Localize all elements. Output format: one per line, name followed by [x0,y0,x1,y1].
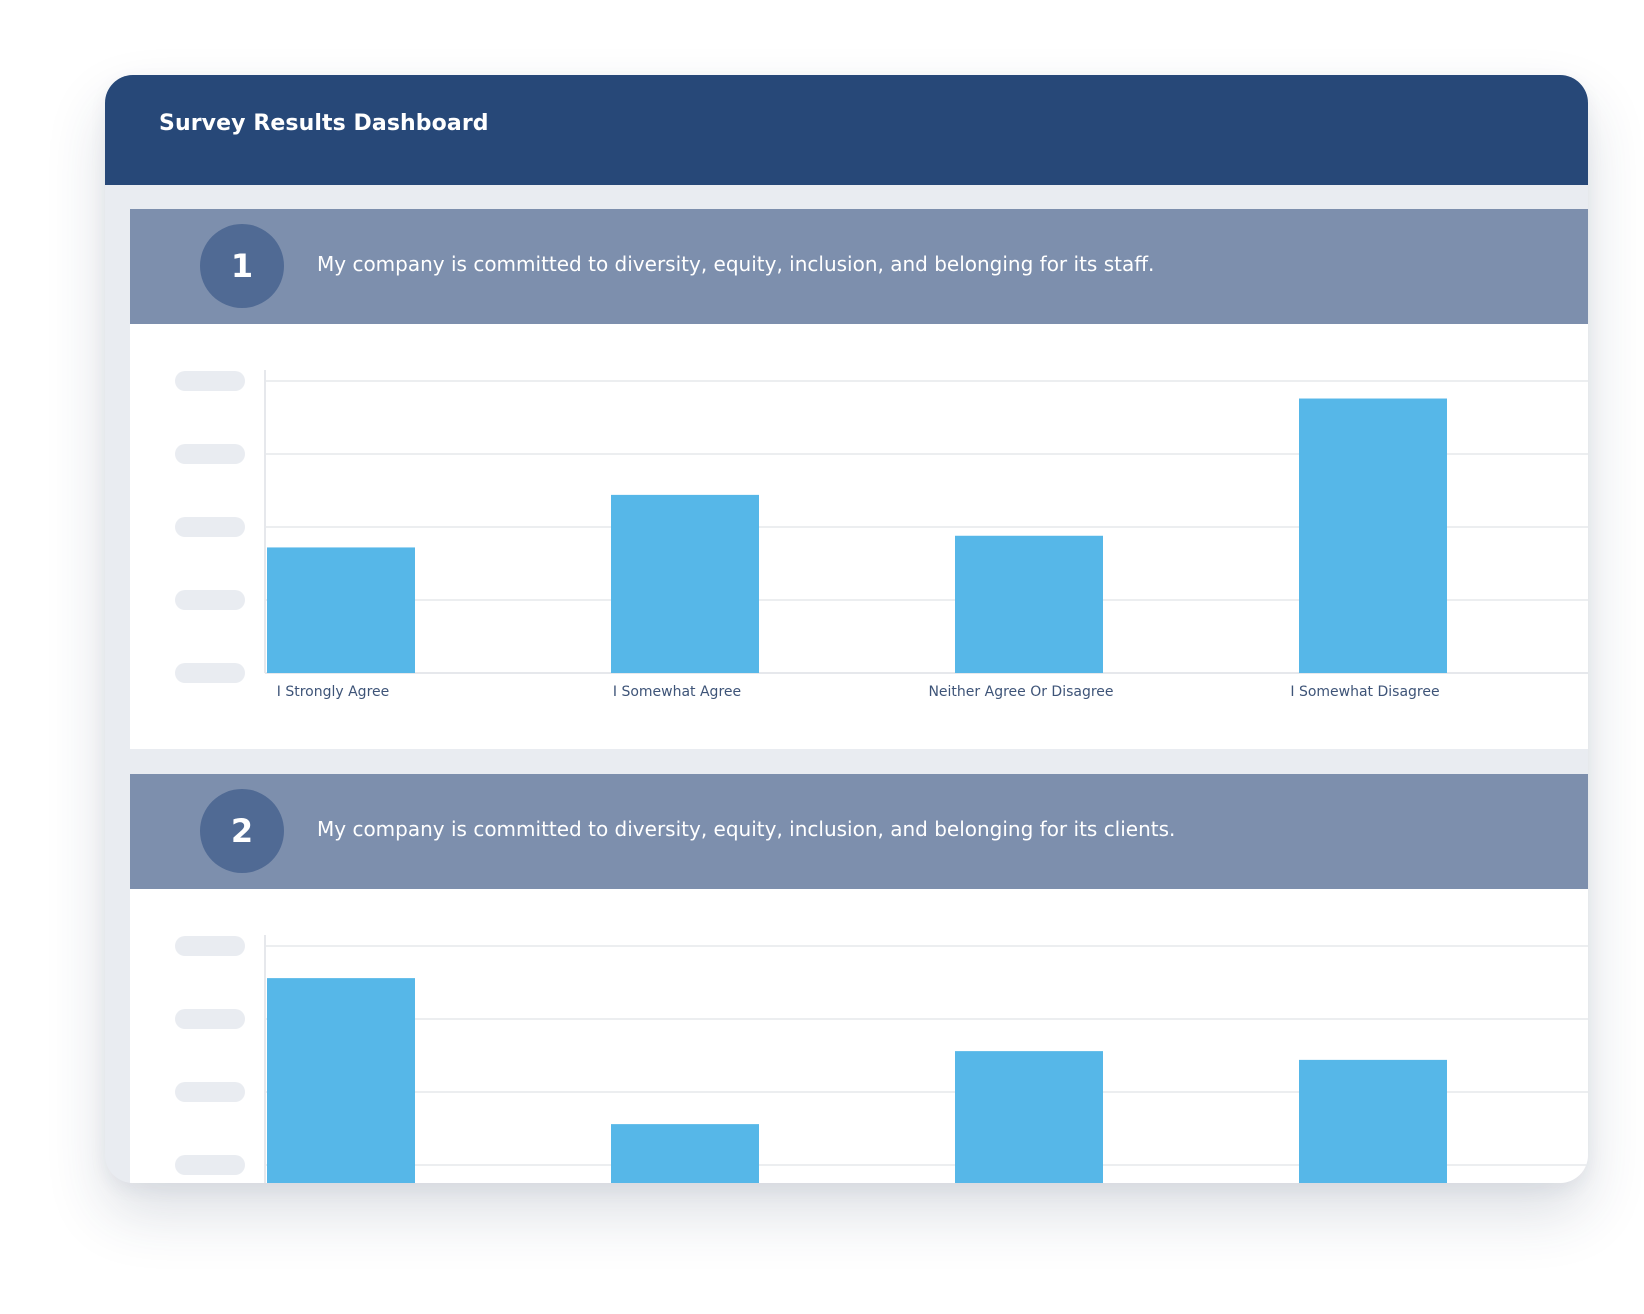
chart-panel [130,889,1588,1183]
bar-neither-agree-or-disagree [955,1051,1103,1183]
question-text: My company is committed to diversity, eq… [317,817,1176,841]
chart-panel: I Strongly Agree I Somewhat Agree Neither … [130,324,1588,749]
y-tick-label-placeholder [175,936,245,956]
question-band: 2 My company is committed to diversity, … [130,774,1588,889]
x-tick-label: I Somewhat Disagree [1290,684,1439,700]
y-tick-label-placeholder [175,590,245,610]
y-tick-label-placeholder [175,517,245,537]
y-tick-label-placeholder [175,444,245,464]
bar-chart-clients [175,935,1588,1183]
bar-i-somewhat-disagree [1299,398,1447,673]
y-tick-label-placeholder [175,1009,245,1029]
y-tick-label-placeholder [175,1155,245,1175]
bar-i-somewhat-agree [611,494,759,673]
question-section-1: 1 My company is committed to diversity, … [130,209,1588,749]
bar-i-strongly-agree [267,978,415,1183]
x-tick-label: I Somewhat Agree [613,684,741,700]
dashboard-header: Survey Results Dashboard [105,75,1588,185]
bar-neither-agree-or-disagree [955,535,1103,673]
y-tick-label-placeholder [175,371,245,391]
bar-chart-staff: I Strongly Agree I Somewhat Agree Neither … [175,370,1588,700]
dashboard-window: Survey Results Dashboard 1 My company is… [105,75,1588,1183]
dashboard-title: Survey Results Dashboard [159,111,489,136]
bar-i-strongly-agree [267,547,415,673]
bar-i-somewhat-agree [611,1124,759,1183]
bar-i-somewhat-disagree [1299,1059,1447,1183]
question-band: 1 My company is committed to diversity, … [130,209,1588,324]
question-number-badge: 1 [200,224,284,308]
y-tick-label-placeholder [175,663,245,683]
question-section-2: 2 My company is committed to diversity, … [130,774,1588,1183]
y-tick-label-placeholder [175,1082,245,1102]
x-tick-label: Neither Agree Or Disagree [928,684,1113,700]
question-text: My company is committed to diversity, eq… [317,252,1155,276]
x-tick-label: I Strongly Agree [277,684,390,700]
question-number-badge: 2 [200,789,284,873]
